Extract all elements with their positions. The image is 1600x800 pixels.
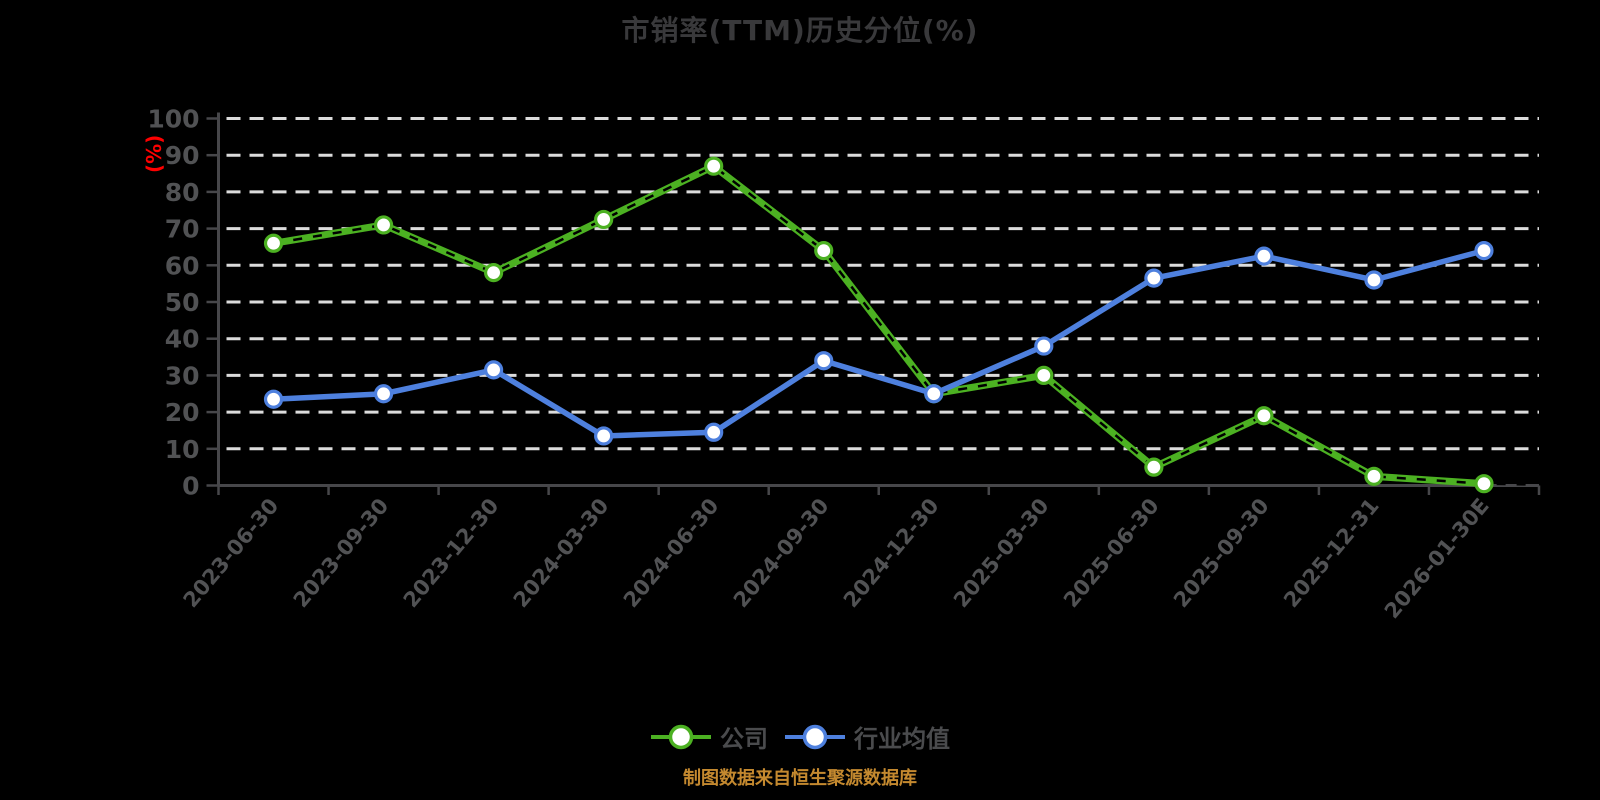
company-data-point <box>263 233 284 253</box>
company-data-point <box>814 241 834 261</box>
y-axis-tick-label: 50 <box>165 288 200 317</box>
industry-average-data-point <box>594 426 614 446</box>
chart-legend: 公司 行业均值 <box>0 719 1600 754</box>
y-axis-tick-label: 60 <box>165 251 200 280</box>
x-axis-tick-label: 2024-06-30 <box>619 494 724 612</box>
industry-average-data-point <box>1254 246 1274 266</box>
x-axis-tick-label: 2026-01-30E <box>1380 494 1494 623</box>
industry-average-legend-marker <box>785 724 845 749</box>
industry-average-data-point <box>263 389 284 409</box>
company-legend-marker <box>651 724 711 749</box>
y-axis-unit-label: (%) <box>142 135 166 173</box>
company-data-point <box>594 209 614 230</box>
industry-average-data-point <box>924 384 944 404</box>
y-axis-tick-label: 10 <box>165 435 200 464</box>
y-axis-tick-label: 80 <box>165 178 200 207</box>
industry-average-legend-label: 行业均值 <box>854 725 950 753</box>
data-source-note: 制图数据来自恒生聚源数据库 <box>683 768 917 789</box>
company-legend-label: 公司 <box>720 725 768 753</box>
x-axis-tick-label: 2025-03-30 <box>949 494 1054 612</box>
y-axis-tick-label: 40 <box>165 325 200 354</box>
x-axis-tick-label: 2025-12-31 <box>1279 494 1384 612</box>
y-axis-tick-label: 30 <box>165 361 200 390</box>
company-data-point <box>704 156 724 176</box>
x-axis-tick-label: 2025-09-30 <box>1169 494 1274 612</box>
chart-title: 市销率(TTM)历史分位(%) <box>621 14 979 47</box>
y-axis-tick-label: 0 <box>182 472 199 501</box>
y-axis-tick-label: 100 <box>147 105 199 134</box>
industry-average-data-point <box>1474 241 1494 261</box>
y-axis-tick-label: 70 <box>165 215 200 244</box>
industry-average-data-point <box>814 351 834 371</box>
x-axis-tick-label: 2023-12-30 <box>399 494 504 612</box>
legend-item-company[interactable]: 公司 <box>650 719 768 754</box>
y-axis-tick-label: 20 <box>165 398 200 427</box>
company-data-point <box>1034 365 1054 385</box>
company-series-dash-overlay <box>273 164 1537 486</box>
x-axis-tick-label: 2024-09-30 <box>729 494 834 612</box>
industry-average-data-point <box>484 360 504 380</box>
company-data-point <box>1364 466 1384 486</box>
company-series-line <box>270 162 1488 488</box>
x-axis-tick-label: 2024-12-30 <box>839 494 944 612</box>
company-data-point <box>1474 474 1494 494</box>
industry-average-data-point <box>704 422 724 442</box>
x-axis-tick-label: 2025-06-30 <box>1059 494 1164 612</box>
legend-item-industry-average[interactable]: 行业均值 <box>784 719 950 754</box>
company-data-point <box>484 263 504 283</box>
company-data-point <box>1144 457 1164 477</box>
x-axis-tick-label: 2023-06-30 <box>179 494 284 612</box>
industry-average-data-point <box>1034 336 1054 356</box>
y-axis-tick-label: 90 <box>165 141 200 170</box>
x-axis-tick-label: 2024-03-30 <box>509 494 614 612</box>
industry-average-data-point <box>373 384 394 404</box>
industry-average-data-point <box>1364 270 1384 290</box>
company-data-point <box>1254 406 1274 426</box>
industry-average-data-point <box>1144 268 1164 288</box>
industry-average-series-line <box>270 247 1487 439</box>
company-data-point <box>373 215 394 235</box>
x-axis-tick-label: 2023-09-30 <box>289 494 394 612</box>
